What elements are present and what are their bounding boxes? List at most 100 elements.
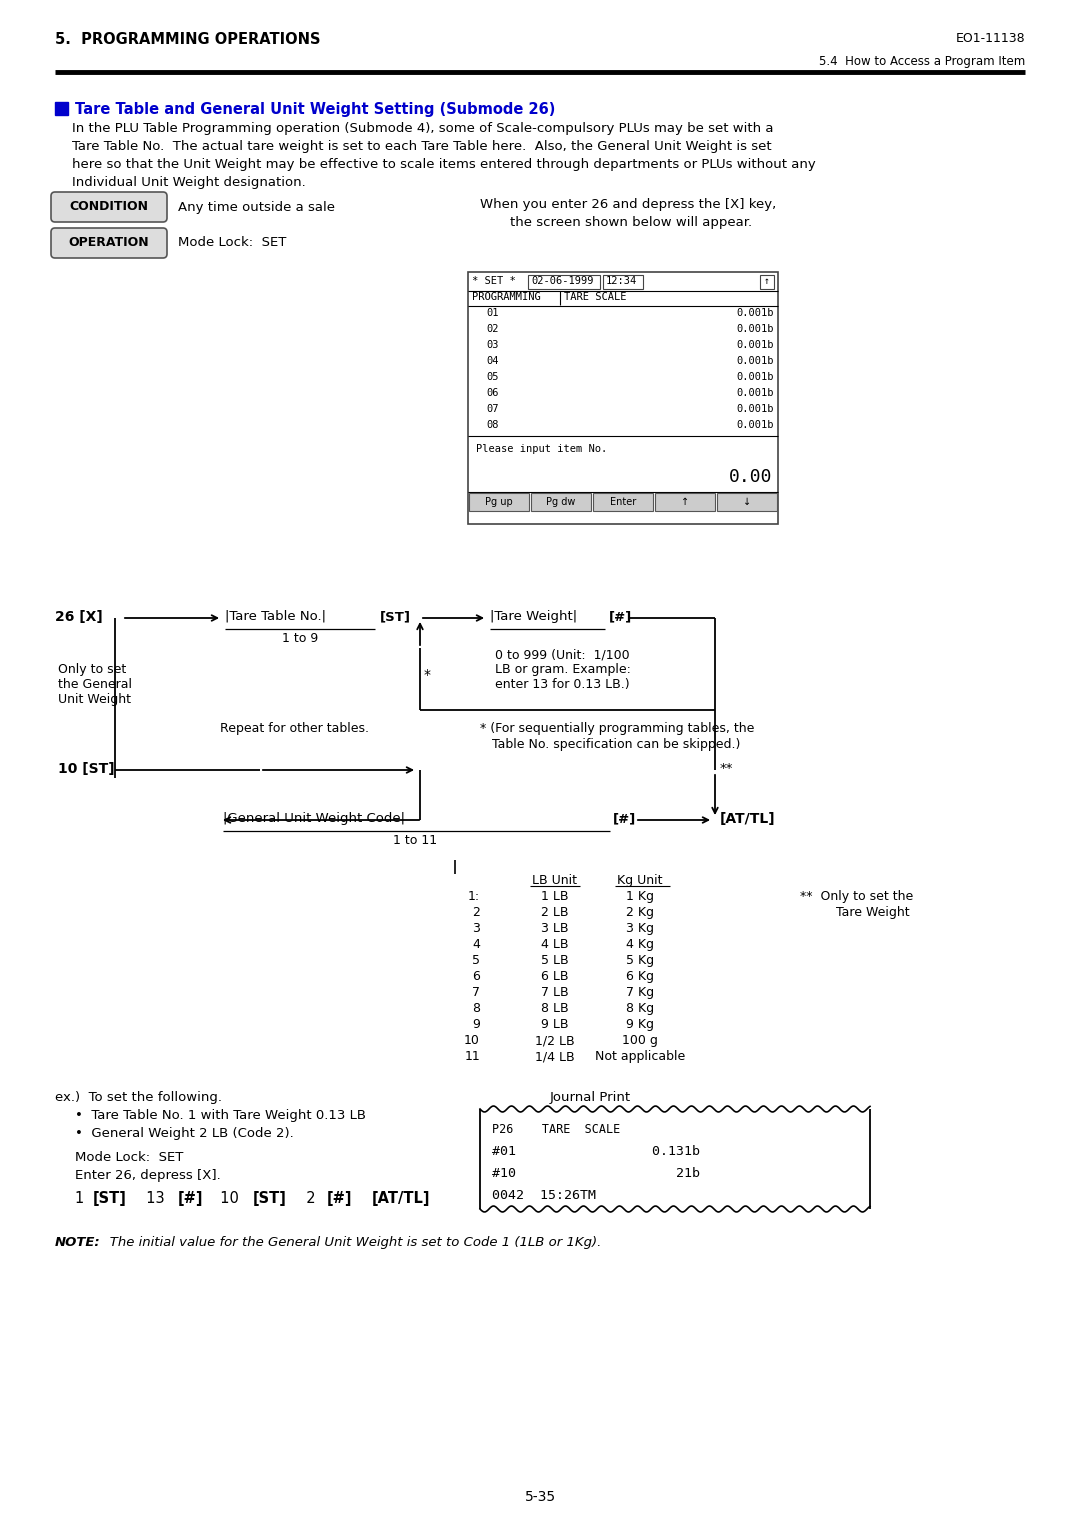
Text: LB Unit: LB Unit: [532, 874, 578, 888]
Text: Mode Lock:  SET: Mode Lock: SET: [178, 236, 286, 250]
Text: 3 LB: 3 LB: [541, 923, 569, 935]
Text: 1 to 9: 1 to 9: [282, 631, 319, 645]
Text: 12:34: 12:34: [606, 276, 637, 287]
Text: 02-06-1999: 02-06-1999: [531, 276, 594, 287]
Text: 1 LB: 1 LB: [541, 891, 569, 903]
Text: 04: 04: [486, 355, 499, 366]
Text: 1/4 LB: 1/4 LB: [536, 1051, 575, 1063]
Text: [AT/TL]: [AT/TL]: [720, 811, 775, 827]
Text: 6 LB: 6 LB: [541, 970, 569, 984]
Text: •  General Weight 2 LB (Code 2).: • General Weight 2 LB (Code 2).: [75, 1127, 294, 1141]
Text: [ST]: [ST]: [380, 610, 411, 624]
Text: Tare Table and General Unit Weight Setting (Submode 26): Tare Table and General Unit Weight Setti…: [75, 102, 555, 117]
Text: 2: 2: [297, 1191, 320, 1206]
Text: Pg up: Pg up: [485, 497, 513, 506]
Text: 5-35: 5-35: [525, 1490, 555, 1504]
Text: Mode Lock:  SET: Mode Lock: SET: [75, 1151, 184, 1164]
Bar: [593, 493, 653, 511]
Text: 4 Kg: 4 Kg: [626, 938, 654, 952]
Text: 0.001b: 0.001b: [737, 340, 774, 351]
Text: [#]: [#]: [327, 1191, 352, 1206]
Text: * SET *: * SET *: [472, 276, 516, 287]
Text: 0.001b: 0.001b: [737, 372, 774, 381]
Text: Not applicable: Not applicable: [595, 1051, 685, 1063]
Text: 6 Kg: 6 Kg: [626, 970, 654, 984]
Text: 0.001b: 0.001b: [737, 387, 774, 398]
Text: 06: 06: [486, 387, 499, 398]
Text: 1:: 1:: [468, 891, 480, 903]
Bar: [531, 493, 591, 511]
Text: |General Unit Weight Code|: |General Unit Weight Code|: [222, 811, 405, 825]
Text: CONDITION: CONDITION: [69, 200, 149, 214]
Text: 100 g: 100 g: [622, 1034, 658, 1048]
Text: P26    TARE  SCALE: P26 TARE SCALE: [492, 1122, 620, 1136]
Text: When you enter 26 and depress the [X] key,: When you enter 26 and depress the [X] ke…: [480, 198, 777, 210]
Text: 9 Kg: 9 Kg: [626, 1019, 654, 1031]
Text: 7 Kg: 7 Kg: [626, 987, 654, 999]
Text: Only to set
the General
Unit Weight: Only to set the General Unit Weight: [58, 663, 132, 706]
Text: OPERATION: OPERATION: [69, 236, 149, 250]
Text: 0.00: 0.00: [729, 468, 772, 486]
Text: 0.001b: 0.001b: [737, 419, 774, 430]
Text: #01                 0.131b: #01 0.131b: [492, 1145, 700, 1157]
Bar: [55, 102, 68, 114]
Text: Pg dw: Pg dw: [546, 497, 576, 506]
Text: **: **: [720, 762, 733, 775]
Text: 26 [X]: 26 [X]: [55, 610, 103, 624]
FancyBboxPatch shape: [51, 192, 167, 223]
Text: [#]: [#]: [609, 610, 632, 624]
Text: 1: 1: [75, 1191, 89, 1206]
FancyBboxPatch shape: [51, 229, 167, 258]
Text: PROGRAMMING: PROGRAMMING: [472, 291, 541, 302]
Text: Enter: Enter: [610, 497, 636, 506]
Text: 5 Kg: 5 Kg: [626, 955, 654, 967]
Text: * (For sequentially programming tables, the: * (For sequentially programming tables, …: [480, 721, 754, 735]
Text: 4: 4: [472, 938, 480, 952]
Text: 8: 8: [472, 1002, 480, 1016]
Text: *: *: [424, 668, 431, 682]
Text: 0.001b: 0.001b: [737, 404, 774, 413]
Text: 2 Kg: 2 Kg: [626, 906, 654, 920]
Text: TARE SCALE: TARE SCALE: [564, 291, 626, 302]
Text: ↑: ↑: [680, 497, 689, 506]
Bar: [717, 493, 777, 511]
Text: 10 [ST]: 10 [ST]: [58, 762, 114, 776]
Text: 10: 10: [211, 1191, 244, 1206]
Text: Any time outside a sale: Any time outside a sale: [178, 200, 335, 214]
Text: NOTE:: NOTE:: [55, 1235, 100, 1249]
Bar: [760, 274, 774, 290]
Text: Please input item No.: Please input item No.: [476, 444, 607, 454]
Text: [ST]: [ST]: [93, 1191, 126, 1206]
Text: 08: 08: [486, 419, 499, 430]
Text: Tare Table No.  The actual tare weight is set to each Tare Table here.  Also, th: Tare Table No. The actual tare weight is…: [72, 140, 771, 153]
Text: 05: 05: [486, 372, 499, 381]
Bar: [528, 274, 600, 290]
Text: 2 LB: 2 LB: [541, 906, 569, 920]
Text: EO1-11138: EO1-11138: [956, 32, 1025, 46]
Text: ↑: ↑: [764, 276, 770, 287]
Text: 4 LB: 4 LB: [541, 938, 569, 952]
Text: 7 LB: 7 LB: [541, 987, 569, 999]
Text: 5.4  How to Access a Program Item: 5.4 How to Access a Program Item: [819, 55, 1025, 69]
Text: 01: 01: [486, 308, 499, 319]
Text: 5.  PROGRAMMING OPERATIONS: 5. PROGRAMMING OPERATIONS: [55, 32, 321, 47]
Bar: [468, 271, 778, 525]
Text: 2: 2: [472, 906, 480, 920]
Text: 11: 11: [464, 1051, 480, 1063]
Text: 8 Kg: 8 Kg: [626, 1002, 654, 1016]
Text: 03: 03: [486, 340, 499, 351]
Text: [AT/TL]: [AT/TL]: [372, 1191, 430, 1206]
Text: 9: 9: [472, 1019, 480, 1031]
Text: The initial value for the General Unit Weight is set to Code 1 (1LB or 1Kg).: The initial value for the General Unit W…: [97, 1235, 602, 1249]
Bar: [654, 493, 715, 511]
Text: here so that the Unit Weight may be effective to scale items entered through dep: here so that the Unit Weight may be effe…: [72, 159, 815, 171]
Text: **  Only to set the: ** Only to set the: [800, 891, 914, 903]
Text: 0.001b: 0.001b: [737, 355, 774, 366]
Text: 9 LB: 9 LB: [541, 1019, 569, 1031]
Text: 6: 6: [472, 970, 480, 984]
Text: Tare Weight: Tare Weight: [820, 906, 909, 920]
Text: 5: 5: [472, 955, 480, 967]
Text: |Tare Table No.|: |Tare Table No.|: [225, 610, 326, 624]
Text: ↓: ↓: [743, 497, 751, 506]
Text: [#]: [#]: [613, 811, 636, 825]
